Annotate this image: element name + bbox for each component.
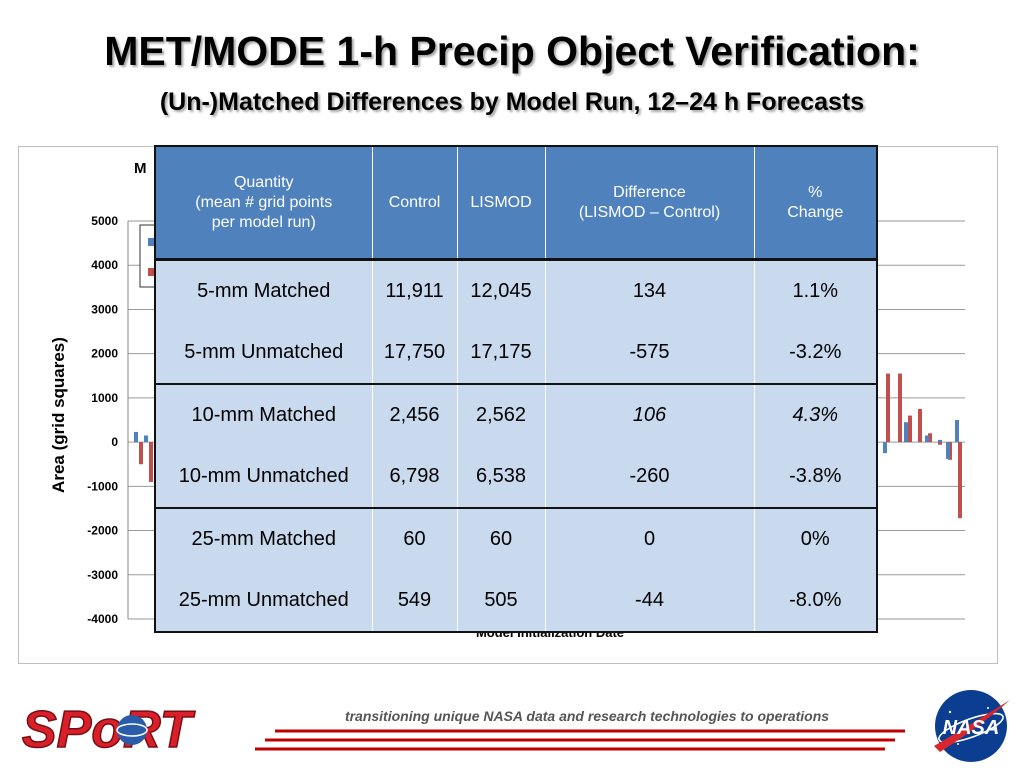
header-control: Control: [371, 146, 457, 261]
cell-lismod: 17,175: [456, 322, 545, 385]
header-change: % Change: [753, 146, 877, 261]
cell-difference: -260: [544, 446, 754, 509]
cell-quantity: 10-mm Matched: [154, 384, 372, 446]
cell-lismod: 2,562: [456, 384, 545, 446]
nasa-text: NASA: [943, 717, 1000, 739]
chart-bar: [134, 431, 138, 443]
table-row: 10-mm Unmatched 6,798 6,538 -260 -3.8%: [154, 446, 877, 509]
header-difference: Difference (LISMOD – Control): [544, 146, 754, 261]
slide-subtitle: (Un-)Matched Differences by Model Run, 1…: [159, 88, 865, 116]
table-row: 5-mm Matched 11,911 12,045 134 1.1%: [154, 259, 877, 322]
y-tick-label: 2000: [91, 347, 118, 361]
chart-title-partial: M: [134, 160, 147, 177]
sport-logo-text: SPoRT: [22, 702, 196, 758]
cell-control: 11,911: [371, 259, 457, 322]
chart-bar: [938, 442, 942, 445]
chart-bar: [938, 439, 942, 443]
table-header-row: Quantity (mean # grid points per model run…: [154, 146, 877, 261]
cell-change: -3.8%: [753, 446, 877, 509]
chart-bar: [149, 442, 153, 482]
y-tick-label: 5000: [91, 214, 118, 228]
nasa-meatball-icon: NASA: [934, 690, 1010, 762]
cell-control: 17,750: [371, 322, 457, 385]
y-tick-label: -1000: [87, 479, 118, 493]
cell-difference: 106: [544, 384, 754, 446]
y-tick-label: -3000: [87, 568, 118, 582]
table-row: 10-mm Matched 2,456 2,562 106 4.3%: [154, 384, 877, 446]
chart-bar: [918, 408, 922, 443]
cell-lismod: 60: [456, 508, 545, 570]
table-row: 25-mm Unmatched 549 505 -44 -8.0%: [154, 570, 877, 632]
cell-control: 2,456: [371, 384, 457, 446]
chart-bar: [904, 422, 908, 443]
cell-change: 4.3%: [753, 384, 877, 446]
table-row: 25-mm Matched 60 60 0 0%: [154, 508, 877, 570]
cell-quantity: 10-mm Unmatched: [154, 446, 372, 509]
chart-bar: [928, 433, 932, 443]
chart-bar: [883, 442, 887, 454]
chart-bar: [898, 373, 902, 443]
y-tick-label: 0: [111, 435, 118, 449]
y-axis-label: Area (grid squares): [49, 337, 68, 493]
y-tick-label: -4000: [87, 612, 118, 626]
chart-bar: [886, 373, 890, 443]
chart-bar: [908, 415, 912, 443]
cell-quantity: 5-mm Unmatched: [154, 322, 372, 385]
table-row: 5-mm Unmatched 17,750 17,175 -575 -3.2%: [154, 322, 877, 385]
chart-bar: [144, 435, 148, 443]
cell-difference: 0: [544, 508, 754, 570]
chart-bar: [958, 442, 962, 519]
cell-lismod: 505: [456, 570, 545, 632]
slide-title: MET/MODE 1-h Precip Object Verification:: [104, 28, 920, 74]
cell-difference: -575: [544, 322, 754, 385]
chart-bar: [925, 435, 929, 443]
cell-difference: -44: [544, 570, 754, 632]
cell-change: -8.0%: [753, 570, 877, 632]
cell-control: 60: [371, 508, 457, 570]
header-quantity: Quantity (mean # grid points per model run…: [154, 146, 372, 261]
chart-bar: [955, 420, 959, 443]
footer-swoosh-lines: [255, 729, 905, 751]
summary-table: Quantity (mean # grid points per model run…: [154, 145, 878, 633]
footer-tagline: transitioning unique NASA data and resea…: [344, 708, 830, 724]
cell-change: 0%: [753, 508, 877, 570]
cell-control: 6,798: [371, 446, 457, 509]
cell-lismod: 6,538: [456, 446, 545, 509]
cell-quantity: 25-mm Matched: [154, 508, 372, 570]
chart-bar: [946, 442, 950, 459]
legend-swatch-series-2: [148, 268, 154, 276]
y-tick-label: -2000: [87, 524, 118, 538]
legend-swatch-series-1: [148, 238, 154, 246]
chart-bar: [139, 442, 143, 465]
cell-change: 1.1%: [753, 259, 877, 322]
cell-lismod: 12,045: [456, 259, 545, 322]
y-tick-label: 4000: [91, 258, 118, 272]
y-tick-label: 3000: [91, 302, 118, 316]
globe-icon: [117, 715, 147, 745]
cell-control: 549: [371, 570, 457, 632]
cell-quantity: 25-mm Unmatched: [154, 570, 372, 632]
sport-logo: SPoRT: [21, 702, 196, 758]
y-tick-label: 1000: [91, 391, 118, 405]
cell-quantity: 5-mm Matched: [154, 259, 372, 322]
header-lismod: LISMOD: [456, 146, 545, 261]
cell-change: -3.2%: [753, 322, 877, 385]
cell-difference: 134: [544, 259, 754, 322]
